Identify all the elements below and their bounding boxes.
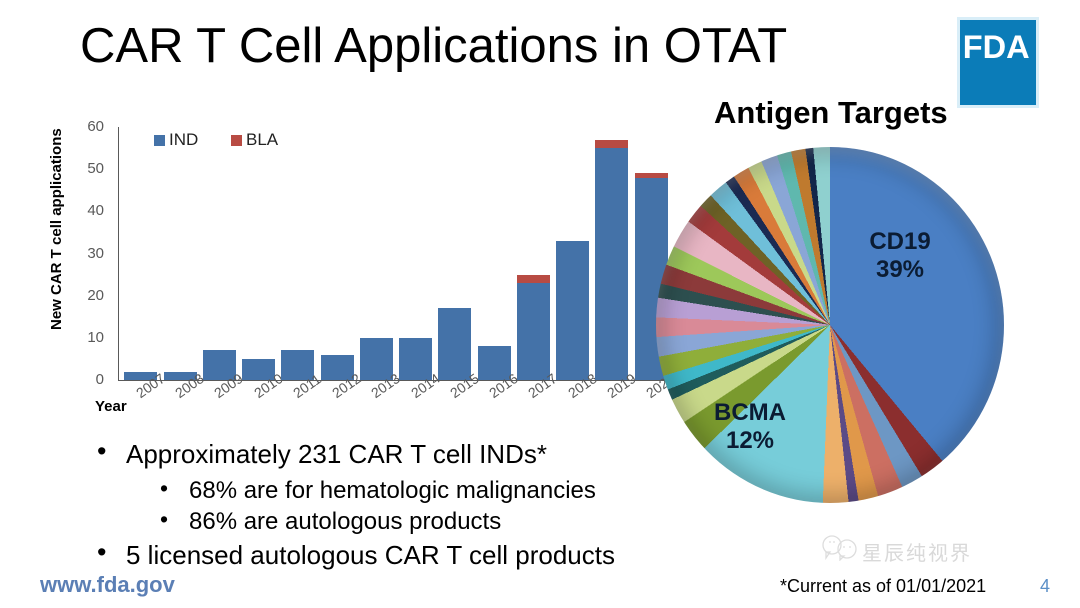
svg-text:FDA: FDA: [963, 29, 1030, 65]
